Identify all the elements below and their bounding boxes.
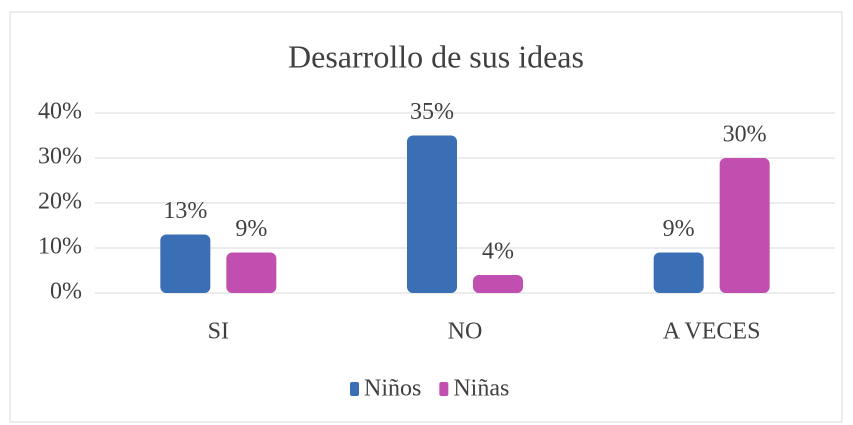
- value-label: 30%: [723, 122, 767, 148]
- value-label: 9%: [663, 216, 695, 242]
- bar: [653, 252, 704, 293]
- bar: [407, 135, 457, 293]
- y-tick-label: 40%: [38, 99, 82, 125]
- y-tick-label: 0%: [50, 279, 82, 305]
- bar: [473, 275, 523, 293]
- bar: [719, 158, 770, 293]
- x-tick-label: A VECES: [663, 319, 761, 345]
- legend-swatch: [439, 382, 449, 396]
- legend-swatch: [350, 382, 359, 396]
- x-tick-label: NO: [448, 319, 483, 345]
- legend-label: Niñas: [453, 376, 509, 402]
- value-label: 13%: [163, 198, 207, 224]
- value-label: 4%: [482, 239, 514, 265]
- legend-label: Niños: [364, 376, 421, 402]
- value-label: 35%: [410, 99, 454, 125]
- y-tick-label: 20%: [38, 189, 82, 215]
- y-tick-label: 10%: [38, 234, 82, 260]
- x-tick-label: SI: [208, 319, 229, 345]
- chart-title: Desarrollo de sus ideas: [288, 38, 584, 74]
- value-label: 9%: [235, 216, 267, 242]
- bar: [226, 252, 277, 293]
- bar: [160, 234, 211, 293]
- y-tick-label: 30%: [38, 144, 82, 170]
